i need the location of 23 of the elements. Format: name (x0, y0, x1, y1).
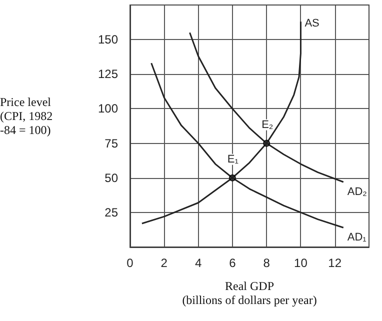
x-tick-label: 6 (229, 256, 236, 270)
series-label: AD₁ (347, 232, 367, 244)
y-tick-label: 25 (104, 205, 118, 220)
x-tick-label: 12 (328, 256, 342, 270)
series-label: AS (304, 18, 320, 30)
y-tick-label: 75 (104, 136, 118, 150)
x-tick-label: 10 (294, 256, 308, 270)
y-tick-label: 125 (98, 67, 118, 82)
y-tick-label: 100 (98, 102, 118, 116)
x-tick-label: 0 (126, 256, 134, 270)
x-axis-title: Real GDP (billions of dollars per year) (182, 279, 317, 307)
line-series (189, 32, 344, 183)
x-tick-label: 4 (194, 256, 202, 270)
y-tick-label: 150 (98, 32, 118, 47)
annotation: E₁ (227, 153, 239, 166)
line-series (141, 20, 302, 224)
x-tick-label: 2 (160, 256, 168, 270)
line-series (150, 62, 344, 228)
x-tick-label: 8 (263, 256, 270, 270)
series-label: AD₂ (347, 186, 367, 198)
y-tick-label: 50 (104, 170, 118, 185)
annotation: E₂ (262, 118, 274, 131)
y-axis-title: Price level (CPI, 1982 -84 = 100) (0, 95, 53, 137)
